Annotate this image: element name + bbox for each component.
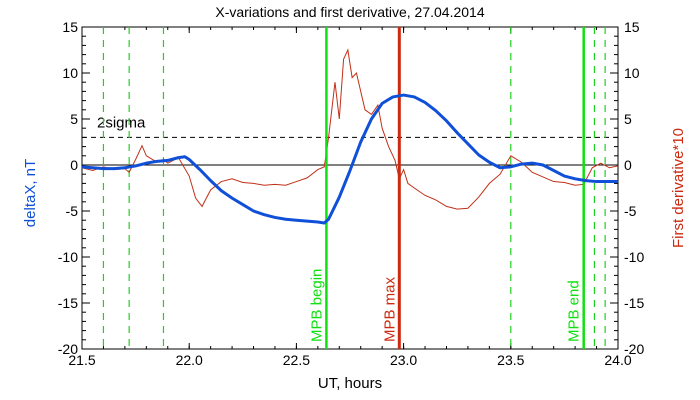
x-axis-title: UT, hours (318, 375, 382, 392)
y-tick-label-right: -20 (624, 341, 644, 357)
y-tick-label-left: 15 (62, 19, 78, 35)
y-tick-label-left: -15 (58, 295, 78, 311)
mpb-marker-label: MPB begin (308, 269, 325, 342)
plot-area: 21.5 22.0 22.5 23.0 23.5 24.0-20 -20-15 -15-10-… (58, 19, 645, 368)
y-tick-label-right: 15 (624, 19, 640, 35)
y-tick-label-left: -5 (66, 203, 79, 219)
derivative-series-line (81, 48, 619, 210)
mpb-marker-label: MPB end (566, 280, 583, 342)
x-tick-label: 24.0 (604, 352, 631, 368)
plot-frame (81, 26, 619, 350)
y-tick-label-right: -10 (624, 249, 644, 265)
mpb-marker-label: MPB max (381, 276, 398, 342)
y-tick-label-left: 5 (70, 111, 78, 127)
deltax-series-line (81, 93, 618, 225)
x-tick-label: 23.0 (390, 352, 417, 368)
sigma-label: 2sigma (97, 114, 146, 131)
y-tick-label-right: -5 (624, 203, 637, 219)
x-tick-label: 22.0 (176, 352, 203, 368)
y-axis-title-left: deltaX, nT (22, 159, 39, 227)
y-tick-label-left: 0 (70, 157, 78, 173)
y-tick-label-left: 10 (62, 65, 78, 81)
x-tick-label: 22.5 (283, 352, 310, 368)
chart-title: X-variations and first derivative, 27.04… (215, 4, 484, 20)
y-tick-label-right: 10 (624, 65, 640, 81)
y-tick-label-right: 0 (624, 157, 632, 173)
y-tick-label-right: -15 (624, 295, 644, 311)
y-tick-label-left: -10 (58, 249, 78, 265)
y-tick-label-right: 5 (624, 111, 632, 127)
x-tick-label: 23.5 (497, 352, 524, 368)
x-tick-label: 21.5 (68, 352, 95, 368)
y-axis-title-right: First derivative*10 (670, 128, 687, 248)
y-tick-label-left: -20 (58, 341, 78, 357)
